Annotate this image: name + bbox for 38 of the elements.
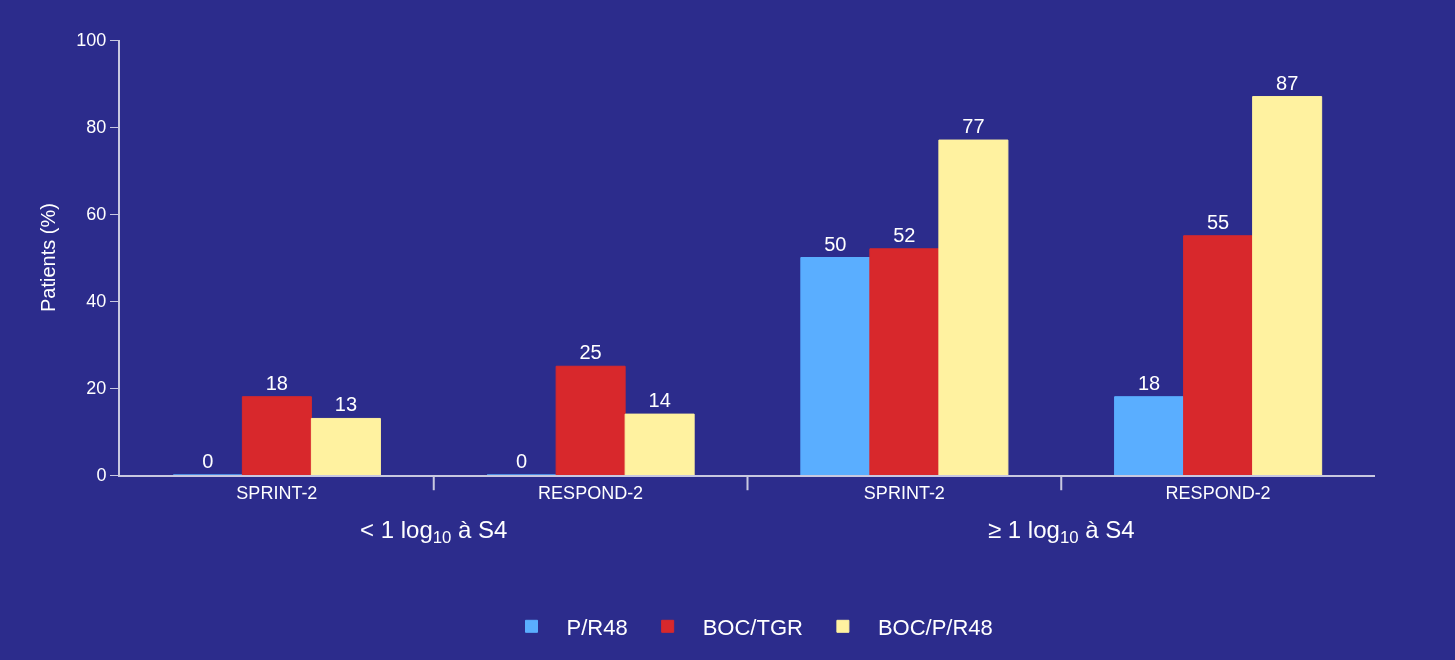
y-tick-label: 100 bbox=[76, 30, 107, 51]
data-label: 0 bbox=[516, 450, 528, 472]
x-tick-label: RESPOND-2 bbox=[538, 482, 644, 503]
text: ≥ 1 log$_{10}$ à S4 bbox=[988, 516, 1135, 548]
data-label: 55 bbox=[1207, 210, 1230, 233]
data-label: 18 bbox=[265, 371, 288, 394]
x-tick-label: SPRINT-2 bbox=[863, 482, 945, 503]
data-label: 50 bbox=[824, 232, 847, 255]
legend-label: P/R48 bbox=[566, 614, 628, 640]
data-label: 18 bbox=[1137, 371, 1161, 394]
y-tick-label: 80 bbox=[86, 117, 107, 138]
y-tick-label: 60 bbox=[86, 204, 107, 225]
bar bbox=[869, 248, 940, 475]
bar bbox=[624, 413, 695, 475]
data-label: 52 bbox=[893, 223, 916, 246]
data-label: 87 bbox=[1276, 71, 1299, 94]
data-label: 77 bbox=[962, 115, 985, 138]
y-tick-label: 0 bbox=[96, 465, 107, 486]
text: < 1 log$_{10}$ à S4 bbox=[360, 516, 508, 548]
bar bbox=[310, 417, 381, 475]
y-tick-label: 40 bbox=[86, 291, 107, 312]
data-label: 13 bbox=[334, 393, 358, 416]
bar bbox=[555, 365, 626, 475]
data-label: 14 bbox=[648, 389, 671, 412]
legend-label: BOC/TGR bbox=[702, 614, 803, 640]
bar bbox=[1114, 396, 1185, 475]
bar bbox=[1252, 96, 1323, 475]
y-axis-title: Patients (%) bbox=[37, 203, 60, 312]
y-tick-label: 20 bbox=[86, 378, 107, 399]
data-label: 25 bbox=[579, 341, 602, 364]
bar bbox=[241, 396, 312, 475]
legend-label: BOC/P/R48 bbox=[877, 614, 993, 640]
bar bbox=[1183, 235, 1254, 475]
data-label: 0 bbox=[202, 450, 214, 472]
bar bbox=[800, 257, 871, 475]
x-tick-label: RESPOND-2 bbox=[1165, 482, 1271, 503]
bar bbox=[938, 139, 1009, 475]
x-tick-label: SPRINT-2 bbox=[236, 482, 318, 503]
